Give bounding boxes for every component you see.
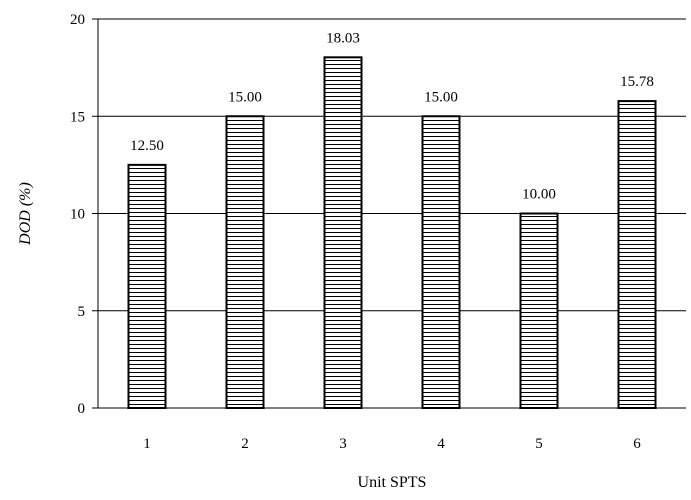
- x-tick-label: 2: [241, 436, 249, 452]
- bar-data-label: 18.03: [326, 30, 360, 46]
- x-tick-label: 6: [633, 436, 641, 452]
- bar-data-label: 15.00: [424, 89, 458, 105]
- x-tick-label: 3: [339, 436, 347, 452]
- y-tick-label: 0: [78, 401, 86, 417]
- bar-data-label: 15.00: [228, 89, 262, 105]
- x-tick-label: 4: [437, 436, 445, 452]
- tick-labels: 0 5 10 15 20 1 2 3 4 5 6: [70, 12, 641, 452]
- gridlines: [98, 18, 686, 312]
- bar: [127, 163, 167, 409]
- bar: [323, 56, 363, 410]
- y-tick-label: 15: [70, 109, 85, 125]
- bar-data-label: 10.00: [522, 187, 556, 203]
- x-tick-label: 5: [535, 436, 543, 452]
- y-axis-title: DOD (%): [17, 182, 34, 246]
- bars: [127, 56, 657, 410]
- bar-data-label: 15.78: [620, 74, 654, 90]
- bar-data-label: 12.50: [130, 138, 164, 154]
- y-tick-label: 20: [70, 12, 85, 28]
- x-tick-label: 1: [143, 436, 151, 452]
- axes: [92, 18, 686, 409]
- y-tick-label: 5: [78, 304, 86, 320]
- bar: [421, 115, 461, 409]
- data-labels: 12.50 15.00 18.03 15.00 10.00 15.78: [130, 30, 654, 202]
- x-axis-title: Unit SPTS: [358, 474, 427, 491]
- bar: [617, 100, 657, 409]
- bar: [519, 212, 559, 409]
- bar: [225, 115, 265, 409]
- y-tick-label: 10: [70, 207, 85, 223]
